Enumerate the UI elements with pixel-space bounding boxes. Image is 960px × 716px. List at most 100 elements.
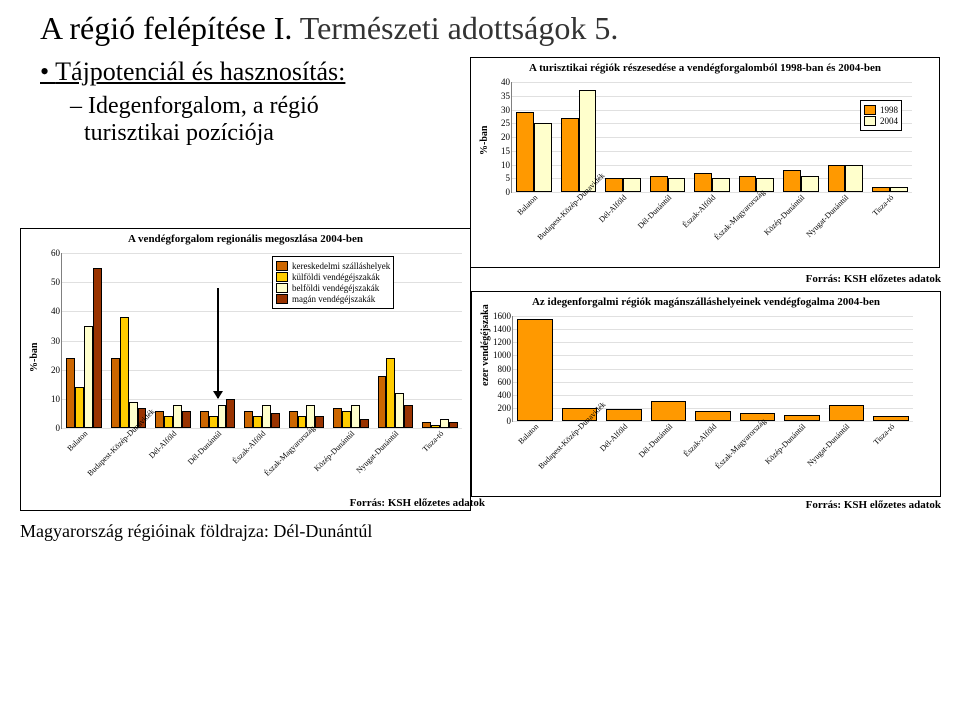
page-title: A régió felépítése I. Természeti adottsá… <box>40 10 940 47</box>
x-axis-label: Dél-Dunántúl <box>624 193 673 242</box>
bar <box>449 422 458 428</box>
legend-label: 2004 <box>880 116 898 126</box>
bar <box>253 416 262 428</box>
bar-group <box>333 405 369 428</box>
bar-group <box>784 415 820 421</box>
sub-line-2: turisztikai pozíciója <box>84 120 274 146</box>
x-axis-label: Közép-Dunántúl <box>757 193 806 242</box>
bar <box>182 411 191 429</box>
x-axis-label: Észak-Alföld <box>219 429 268 478</box>
legend-label: magán vendégéjszakák <box>292 294 375 304</box>
x-axis-label: Nyugat-Dunántúl <box>352 429 401 478</box>
bar-group <box>378 358 414 428</box>
bar <box>209 416 218 428</box>
bar-group <box>739 176 775 193</box>
x-axis-label: Észak-Alföld <box>669 193 718 242</box>
bar-group <box>66 268 102 428</box>
legend-swatch <box>276 261 288 271</box>
bar <box>783 170 801 192</box>
bar <box>845 165 863 193</box>
chart-2: A turisztikai régiók részesedése a vendé… <box>470 57 940 268</box>
x-axis-label: Észak-Magyarország <box>714 422 763 471</box>
bar-group <box>561 90 597 192</box>
bar <box>342 411 351 429</box>
x-axis-label: Tisza-tó <box>847 422 896 471</box>
bar <box>244 411 253 429</box>
bar <box>890 187 908 193</box>
bar <box>561 118 579 192</box>
bar-group <box>650 176 686 193</box>
bar <box>828 165 846 193</box>
bar-group <box>695 411 731 421</box>
x-axis-label: Észak-Magyarország <box>713 193 762 242</box>
bar <box>651 401 687 421</box>
bar <box>801 176 819 193</box>
bar <box>226 399 235 428</box>
bar <box>784 415 820 421</box>
bar <box>422 422 431 428</box>
bar <box>668 178 686 192</box>
credit-3: Forrás: KSH előzetes adatok <box>471 499 941 511</box>
bar-group <box>200 399 236 428</box>
y-axis-label: %-ban <box>29 342 40 371</box>
x-axis-label: Közép-Dunántúl <box>307 429 356 478</box>
legend-swatch <box>864 105 876 115</box>
x-axis-label: Tisza-tó <box>846 193 895 242</box>
chart-title: A turisztikai régiók részesedése a vendé… <box>471 58 939 78</box>
bar <box>623 178 641 192</box>
bar <box>829 405 865 421</box>
bar <box>120 317 129 428</box>
bar-group <box>155 405 191 428</box>
x-axis-label: Balaton <box>492 422 541 471</box>
bar-group <box>517 319 553 421</box>
legend-swatch <box>864 116 876 126</box>
bar <box>360 419 369 428</box>
plot-area: 02004006008001000120014001600 <box>512 316 913 422</box>
bar-group <box>828 165 864 193</box>
x-axis-label: Balaton <box>41 429 90 478</box>
bar <box>517 319 553 421</box>
bar-group <box>872 187 908 193</box>
bar <box>650 176 668 193</box>
bar <box>694 173 712 192</box>
bar <box>712 178 730 192</box>
bar-group <box>516 112 552 192</box>
x-axis-label: Nyugat-Dunántúl <box>803 422 852 471</box>
chart-title: Az idegenforgalmi régiók magánszálláshel… <box>472 292 940 312</box>
bar <box>164 416 173 428</box>
bar <box>440 419 449 428</box>
bar <box>289 411 298 429</box>
bar <box>155 411 164 429</box>
bar <box>200 411 209 429</box>
x-axis-label: Budapest-Közép-Dunavidék <box>535 193 584 242</box>
legend: kereskedelmi szálláshelyekkülföldi vendé… <box>272 256 394 309</box>
plot-area: 0102030405060kereskedelmi szálláshelyekk… <box>61 253 462 429</box>
bar <box>351 405 360 428</box>
x-axis-label: Észak-Magyarország <box>263 429 312 478</box>
bar <box>333 408 342 428</box>
bar <box>395 393 404 428</box>
chart-3: Az idegenforgalmi régiók magánszálláshel… <box>471 291 941 497</box>
x-axis-label: Nyugat-Dunántúl <box>802 193 851 242</box>
bar-group <box>829 405 865 421</box>
legend-label: külföldi vendégéjszakák <box>292 272 380 282</box>
x-axis-label: Dél-Alföld <box>581 422 630 471</box>
legend-swatch <box>276 283 288 293</box>
bar <box>404 405 413 428</box>
x-axis-label: Dél-Dunántúl <box>625 422 674 471</box>
x-axis-label: Közép-Dunántúl <box>758 422 807 471</box>
footer-text: Magyarország régióinak földrajza: Dél-Du… <box>20 521 940 542</box>
x-axis-label: Dél-Alföld <box>580 193 629 242</box>
bar <box>111 358 120 428</box>
bar-group <box>111 317 147 428</box>
x-axis-label: Dél-Alföld <box>130 429 179 478</box>
chart-1: A vendégforgalom regionális megoszlása 2… <box>20 228 471 511</box>
x-axis-label: Budapest-Közép-Dunavidék <box>536 422 585 471</box>
legend: 19982004 <box>860 100 902 131</box>
bar <box>695 411 731 421</box>
legend-label: 1998 <box>880 105 898 115</box>
bar <box>739 176 757 193</box>
legend-label: kereskedelmi szálláshelyek <box>292 261 390 271</box>
bar <box>431 425 440 428</box>
x-axis-label: Balaton <box>491 193 540 242</box>
